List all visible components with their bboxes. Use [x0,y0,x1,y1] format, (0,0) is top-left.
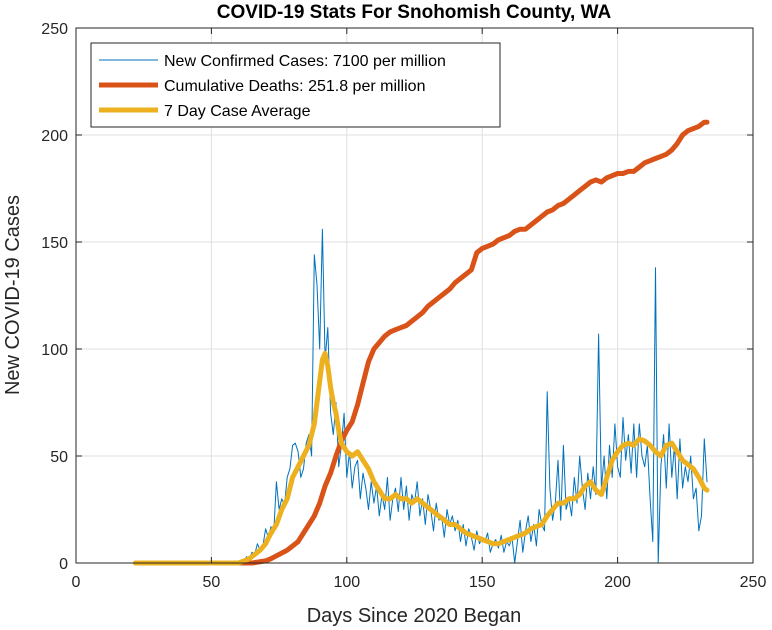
series-group [133,119,710,566]
x-tick-label: 200 [604,574,631,591]
y-tick-label: 250 [41,21,68,38]
legend-label: Cumulative Deaths: 251.8 per million [164,78,425,95]
cumulative-deaths-line [133,119,710,566]
x-tick-label: 250 [740,574,767,591]
y-tick-label: 200 [41,128,68,145]
seven-day-average-line [133,350,710,566]
legend-box [90,42,501,128]
x-axis-label: Days Since 2020 Began [307,605,522,627]
plot-area-frame [75,27,754,564]
ticks: 0 50 100 150 200 250 0 50 100 150 200 250 [41,21,766,591]
y-tick-label: 150 [41,235,68,252]
x-tick-label: 50 [203,574,221,591]
chart-title: COVID-19 Stats For Snohomish County, WA [217,2,612,23]
x-tick-label: 150 [469,574,496,591]
x-tick-label: 100 [333,574,360,591]
y-tick-label: 50 [50,449,68,466]
legend: New Confirmed Cases: 7100 per million Cum… [90,42,501,128]
legend-label: 7 Day Case Average [164,103,311,120]
x-tick-label: 0 [72,574,81,591]
legend-label: New Confirmed Cases: 7100 per million [164,53,446,70]
y-tick-label: 0 [59,556,68,573]
y-tick-label: 100 [41,342,68,359]
y-axis-label: New COVID-19 Cases [2,195,24,395]
